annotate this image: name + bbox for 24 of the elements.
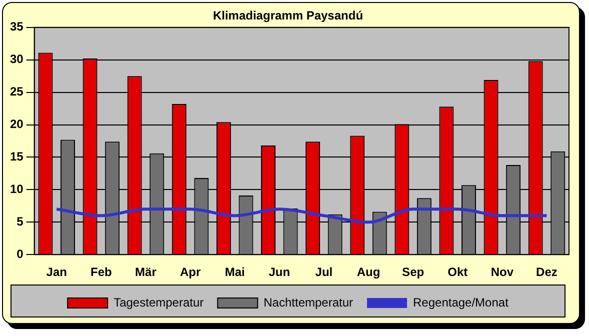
x-tick-label: Nov	[490, 265, 514, 280]
x-tick-label: Jan	[46, 265, 67, 280]
x-tick-label: Sep	[402, 265, 424, 280]
chart-title: Klimadiagramm Paysandú	[212, 8, 364, 23]
x-tick-label: Jun	[268, 265, 290, 280]
y-tick-label: 15	[10, 150, 24, 164]
x-tick-label: Okt	[448, 265, 468, 280]
y-tick-label: 25	[10, 84, 24, 99]
x-tick-label: Apr	[180, 265, 201, 280]
y-tick-label: 30	[10, 52, 24, 66]
legend-label: Tagestemperatur	[114, 295, 204, 310]
x-tick-label: Dez	[536, 265, 558, 280]
y-tick-label: 5	[16, 214, 24, 228]
x-tick-label: Mär	[135, 265, 157, 280]
x-tick-label: Feb	[90, 265, 112, 280]
y-tick-label: 0	[16, 246, 24, 261]
y-tick-label: 20	[10, 117, 24, 132]
y-tick-label: 35	[10, 20, 24, 34]
legend-label: Nachttemperatur	[264, 295, 354, 310]
x-tick-label: Aug	[356, 265, 380, 280]
x-tick-label: Mai	[224, 265, 245, 280]
legend-label: Regentage/Monat	[413, 295, 510, 310]
x-tick-label: Jul	[315, 265, 333, 280]
y-tick-label: 10	[10, 182, 24, 196]
